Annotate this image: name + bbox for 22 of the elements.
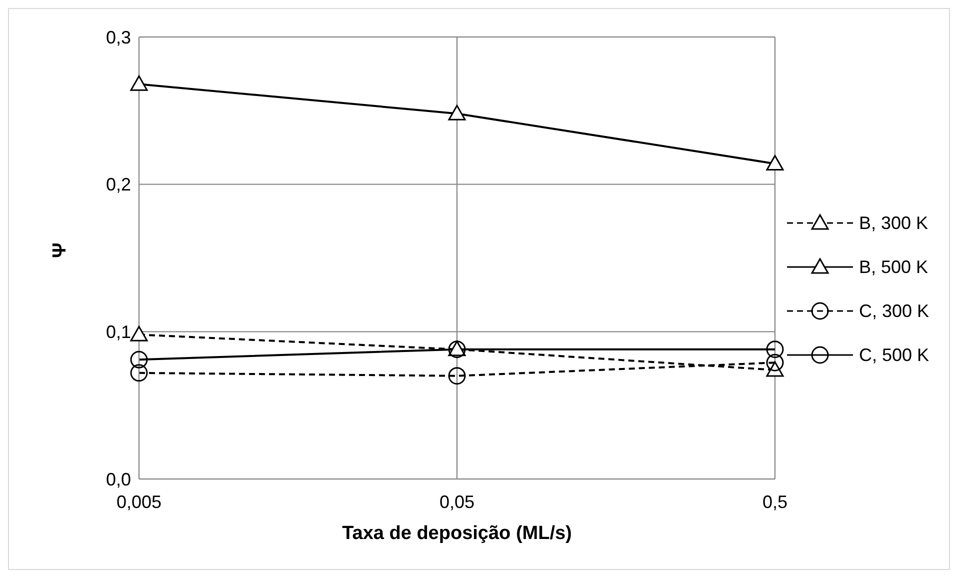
point [448,367,466,385]
point [130,326,148,342]
point [766,154,784,170]
legend-label: B, 500 K [858,256,928,278]
point [130,350,148,368]
legend-label: C, 300 K [858,300,929,322]
y-tick-label: 0,2 [106,174,131,195]
x-tick-label: 0,005 [116,492,162,512]
y-axis-title: Ψ [50,242,71,258]
legend-label: B, 300 K [858,212,928,234]
y-tick-label: 0,3 [106,27,131,48]
point [448,104,466,120]
y-tick-label: 0,0 [106,469,131,490]
x-tick-label: 0,05 [439,492,474,512]
y-tick-label: 0,1 [106,322,131,342]
point [130,75,148,91]
point [130,364,148,382]
x-tick-label: 0,5 [762,492,788,512]
point [766,340,784,358]
point [766,354,784,372]
x-axis-title: Taxa de deposição (ML/s) [342,523,572,544]
legend-label: C, 500 K [858,344,929,366]
